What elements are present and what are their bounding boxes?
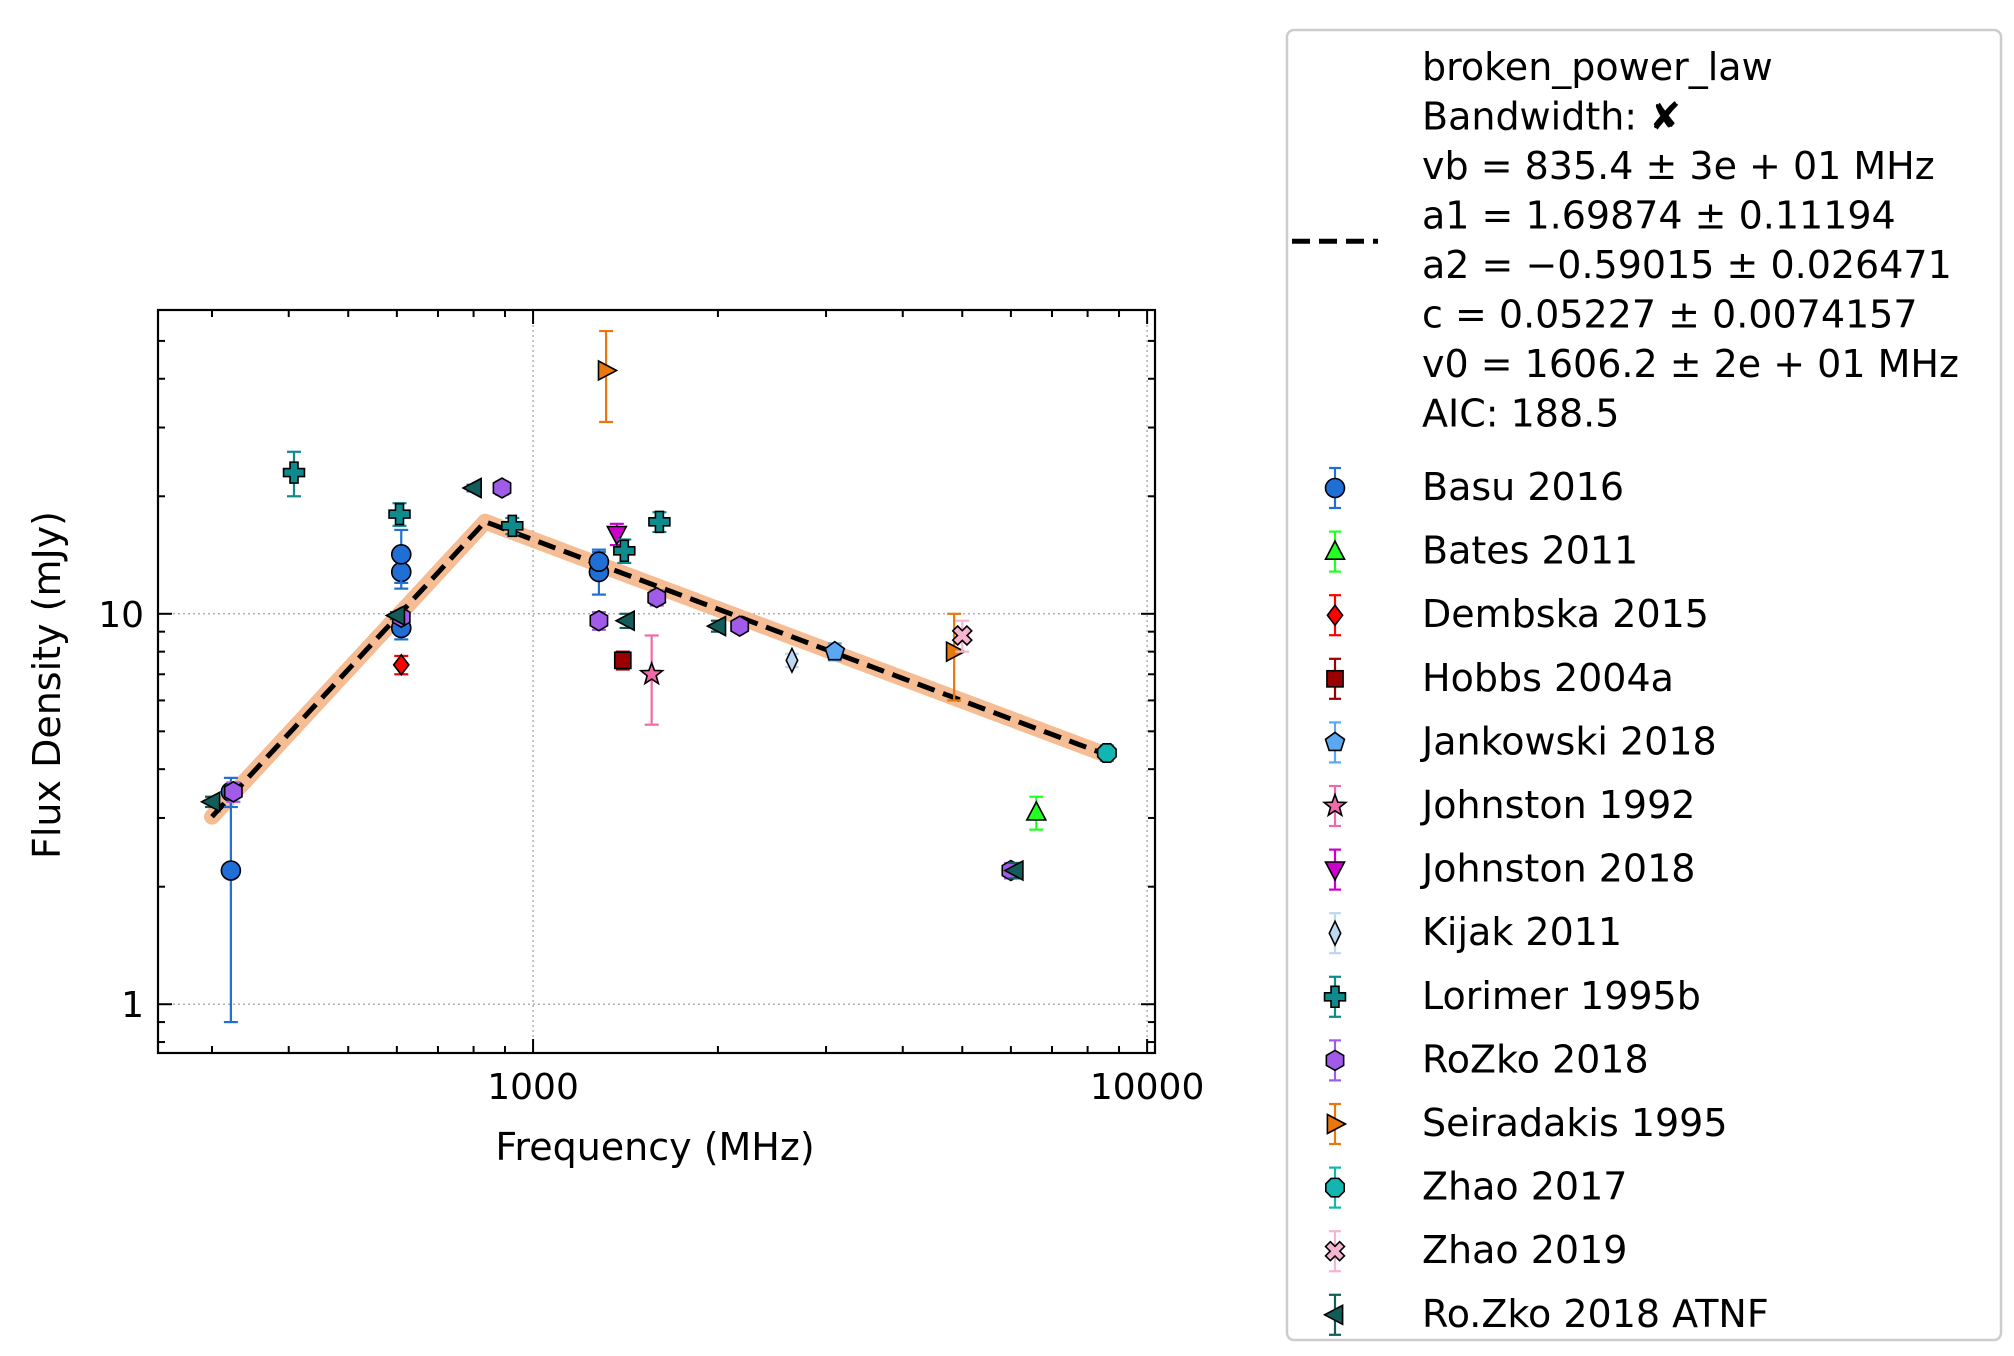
point-lorimer-1995b: [613, 539, 636, 563]
point-ro-zko-2018-atnf: [705, 615, 727, 637]
legend: broken_power_law Bandwidth: ✘ vb = 835.4 ±…: [1285, 28, 2003, 1342]
plot-area: 1000 10000 1 10: [98, 308, 1205, 1108]
legend-label-ro-zko-2018-atnf: Ro.Zko 2018 ATNF: [1422, 1292, 1769, 1336]
legend-label-jankowski-2018: Jankowski 2018: [1420, 719, 1717, 763]
legend-fit-text: v0 = 1606.2 ± 2e + 01 MHz: [1422, 342, 1959, 386]
legend-box: [1285, 28, 2003, 1342]
legend-label-dembska-2015: Dembska 2015: [1422, 592, 1709, 636]
point-bates-2011: [1025, 800, 1048, 821]
legend-label-hobbs-2004a: Hobbs 2004a: [1422, 656, 1674, 700]
point-rozko-2018: [647, 586, 667, 609]
x-tick-label: 10000: [1090, 1067, 1205, 1108]
point-kijak-2011: [785, 646, 799, 675]
point-ro-zko-2018-atnf: [614, 609, 635, 632]
fit-line: [210, 518, 1108, 819]
point-basu-2016: [390, 544, 412, 565]
point-basu-2016: [220, 860, 242, 881]
legend-label-kijak-2011: Kijak 2011: [1422, 910, 1622, 954]
point-zhao-2017: [1096, 742, 1117, 764]
legend-label-rozko-2018: RoZko 2018: [1422, 1037, 1649, 1081]
point-ro-zko-2018-atnf: [199, 790, 221, 813]
legend-marker-lorimer-1995b: [1323, 985, 1347, 1009]
legend-fit-text: broken_power_law: [1422, 45, 1773, 89]
x-tick-label: 1000: [487, 1067, 579, 1108]
y-axis-label: Flux Density (mJy): [25, 511, 69, 859]
point-seiradakis-1995: [597, 359, 619, 382]
legend-marker-seiradakis-1995: [1326, 1113, 1348, 1135]
y-tick-label: 10: [98, 595, 144, 636]
point-rozko-2018: [730, 615, 750, 638]
legend-fit-text: a2 = −0.59015 ± 0.026471: [1422, 243, 1952, 287]
point-lorimer-1995b: [501, 514, 524, 538]
point-lorimer-1995b: [648, 510, 671, 534]
legend-label-zhao-2019: Zhao 2019: [1422, 1228, 1627, 1272]
legend-marker-johnston-1992: [1321, 792, 1349, 818]
legend-label-johnston-2018: Johnston 2018: [1420, 847, 1695, 891]
legend-marker-rozko-2018: [1325, 1049, 1345, 1072]
legend-fit-text: c = 0.05227 ± 0.0074157: [1422, 293, 1918, 337]
point-zhao-2019: [951, 624, 973, 647]
legend-marker-zhao-2019: [1324, 1240, 1346, 1262]
legend-label-basu-2016: Basu 2016: [1422, 465, 1624, 509]
legend-label-seiradakis-1995: Seiradakis 1995: [1422, 1101, 1728, 1145]
legend-marker-bates-2011: [1324, 539, 1346, 561]
legend-fit-text: Bandwidth: ✘: [1422, 95, 1681, 139]
legend-marker-ro-zko-2018-atnf: [1322, 1303, 1344, 1326]
point-lorimer-1995b: [282, 461, 306, 484]
point-hobbs-2004a: [613, 651, 632, 670]
legend-label-johnston-1992: Johnston 1992: [1420, 783, 1695, 827]
legend-marker-kijak-2011: [1328, 919, 1342, 947]
point-ro-zko-2018-atnf: [461, 477, 482, 499]
point-lorimer-1995b: [388, 502, 411, 526]
point-basu-2016: [588, 551, 610, 572]
plot-frame: [156, 308, 1157, 1055]
point-rozko-2018: [223, 780, 243, 803]
point-rozko-2018: [492, 477, 512, 499]
legend-marker-jankowski-2018: [1324, 731, 1346, 752]
point-ro-zko-2018-atnf: [384, 604, 406, 627]
legend-marker-dembska-2015: [1326, 603, 1344, 627]
legend-fit-text: a1 = 1.69874 ± 0.11194: [1422, 194, 1896, 238]
fit-curve-group: [204, 513, 1115, 825]
point-ro-zko-2018-atnf: [1003, 859, 1024, 882]
point-dembska-2015: [392, 653, 410, 677]
axis-ticks: [158, 309, 1155, 1053]
legend-label-lorimer-1995b: Lorimer 1995b: [1422, 974, 1701, 1018]
point-jankowski-2018: [824, 640, 846, 661]
legend-fit-text: vb = 835.4 ± 3e + 01 MHz: [1422, 144, 1935, 188]
legend-marker-johnston-2018: [1324, 861, 1346, 882]
legend-marker-hobbs-2004a: [1326, 669, 1344, 688]
legend-label-zhao-2017: Zhao 2017: [1422, 1165, 1627, 1209]
point-johnston-2018: [606, 525, 628, 547]
x-axis-label: Frequency (MHz): [495, 1125, 814, 1169]
y-tick-label: 1: [121, 985, 144, 1026]
legend-label-bates-2011: Bates 2011: [1422, 529, 1638, 573]
legend-fit-text: AIC: 188.5: [1422, 392, 1619, 436]
data-points: [199, 329, 1117, 1024]
legend-marker-basu-2016: [1324, 477, 1346, 499]
point-johnston-1992: [638, 660, 665, 686]
point-rozko-2018: [589, 609, 609, 632]
legend-marker-zhao-2017: [1324, 1177, 1346, 1198]
